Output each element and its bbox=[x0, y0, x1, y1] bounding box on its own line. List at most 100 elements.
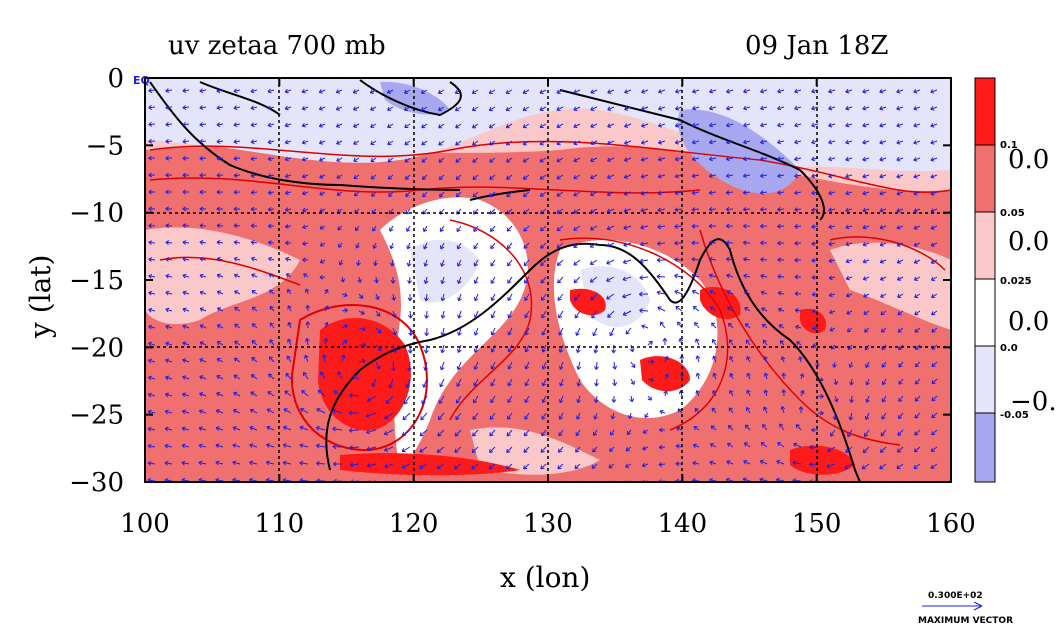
wind-vector-head bbox=[849, 399, 855, 403]
wind-vector bbox=[506, 174, 513, 180]
wind-vector bbox=[676, 445, 683, 448]
wind-vector bbox=[913, 191, 921, 195]
wind-vector-head bbox=[591, 314, 596, 319]
wind-vector-head bbox=[182, 324, 187, 329]
wind-vector-head bbox=[505, 89, 510, 95]
y-axis: 0−5−10−15−20−25−30 bbox=[69, 64, 951, 498]
wind-vector bbox=[165, 376, 173, 380]
wind-vector bbox=[367, 395, 377, 402]
wind-vector-head bbox=[319, 259, 325, 264]
wind-vector-head bbox=[216, 172, 221, 178]
wind-vector-head bbox=[318, 123, 323, 128]
wind-vector-head bbox=[674, 224, 679, 229]
wind-vector bbox=[370, 123, 377, 128]
wind-vector-head bbox=[148, 358, 153, 364]
wind-vector-head bbox=[556, 106, 561, 111]
wind-vector bbox=[282, 479, 292, 482]
wind-vector-head bbox=[760, 173, 764, 179]
wind-vector-head bbox=[216, 189, 221, 195]
wind-vector bbox=[387, 174, 394, 180]
wind-vector-head bbox=[623, 174, 628, 179]
wind-vector-head bbox=[234, 307, 239, 312]
wind-vector bbox=[268, 208, 275, 211]
wind-vector bbox=[573, 140, 581, 145]
wind-vector bbox=[880, 429, 887, 437]
wind-vector-head bbox=[353, 174, 358, 179]
wind-vector-head bbox=[779, 423, 784, 428]
wind-vector bbox=[743, 191, 751, 194]
wind-vector bbox=[811, 225, 819, 228]
wind-vector bbox=[559, 412, 564, 420]
wind-vector-head bbox=[726, 442, 731, 447]
wind-vector-head bbox=[913, 191, 918, 196]
wind-vector-head bbox=[438, 399, 443, 404]
wind-vector-head bbox=[540, 465, 545, 470]
wind-vector bbox=[829, 327, 836, 332]
wind-vector-head bbox=[794, 207, 799, 212]
wind-vector bbox=[656, 275, 666, 278]
wind-vector-head bbox=[677, 321, 682, 326]
wind-vector-head bbox=[913, 105, 918, 111]
wind-vector bbox=[745, 424, 751, 431]
wind-vector-head bbox=[148, 105, 153, 110]
wind-vector bbox=[472, 412, 479, 420]
wind-vector-head bbox=[199, 223, 204, 229]
wind-vector-head bbox=[641, 89, 646, 94]
wind-vector-head bbox=[862, 241, 867, 247]
wind-vector-head bbox=[147, 409, 152, 415]
wind-vector-head bbox=[794, 105, 799, 111]
wind-vector bbox=[404, 89, 411, 94]
wind-vector-head bbox=[148, 240, 153, 245]
wind-vector-head bbox=[407, 280, 412, 284]
wind-vector-head bbox=[471, 448, 476, 453]
wind-vector bbox=[525, 344, 530, 353]
wind-vector bbox=[709, 258, 717, 261]
wind-vector bbox=[233, 157, 241, 160]
wind-vector bbox=[641, 123, 649, 127]
wind-vector bbox=[455, 123, 462, 129]
wind-vector bbox=[283, 426, 292, 431]
wind-vector-head bbox=[575, 432, 580, 437]
wind-vector-head bbox=[473, 348, 479, 353]
wind-vector bbox=[726, 140, 734, 144]
grid-lines bbox=[145, 78, 951, 482]
wind-vector bbox=[472, 140, 479, 146]
wind-vector-head bbox=[557, 296, 562, 301]
wind-vector bbox=[914, 310, 921, 316]
wind-vector-head bbox=[640, 157, 645, 162]
wind-vector bbox=[216, 358, 224, 363]
wind-vector bbox=[251, 273, 258, 278]
wind-vector bbox=[422, 174, 428, 180]
wind-vector-head bbox=[457, 297, 462, 302]
wind-vector-head bbox=[148, 88, 153, 93]
wind-vector bbox=[506, 157, 513, 163]
wind-vector bbox=[199, 140, 207, 143]
wind-vector bbox=[847, 327, 853, 332]
wind-vector bbox=[897, 327, 904, 333]
wind-vector-head bbox=[675, 461, 680, 467]
wind-vector bbox=[607, 106, 615, 111]
wind-vector bbox=[404, 157, 411, 163]
wind-vector bbox=[387, 89, 394, 94]
wind-vector bbox=[367, 463, 377, 467]
wind-vector bbox=[593, 429, 598, 436]
wind-vector bbox=[558, 310, 564, 319]
wind-vector-head bbox=[695, 355, 701, 360]
wind-vector-head bbox=[573, 106, 578, 111]
wind-vector-head bbox=[199, 88, 204, 94]
wind-vector bbox=[341, 324, 348, 329]
wind-vector bbox=[913, 123, 921, 127]
wind-vector-head bbox=[656, 290, 661, 296]
wind-vector-head bbox=[352, 106, 358, 111]
wind-vector bbox=[880, 293, 887, 298]
wind-vector bbox=[606, 293, 615, 300]
wind-vector bbox=[401, 446, 411, 452]
wind-vector bbox=[181, 479, 190, 482]
wind-vector-head bbox=[559, 365, 564, 370]
wind-vector bbox=[712, 355, 717, 363]
vector-legend-value: 0.300E+02 bbox=[928, 591, 983, 601]
wind-vector bbox=[930, 191, 938, 195]
wind-vector bbox=[556, 89, 564, 94]
wind-vector-head bbox=[811, 224, 816, 229]
vector-legend-label: MAXIMUM VECTOR bbox=[918, 616, 1013, 626]
